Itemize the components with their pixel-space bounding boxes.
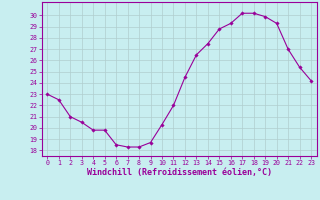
X-axis label: Windchill (Refroidissement éolien,°C): Windchill (Refroidissement éolien,°C) — [87, 168, 272, 177]
